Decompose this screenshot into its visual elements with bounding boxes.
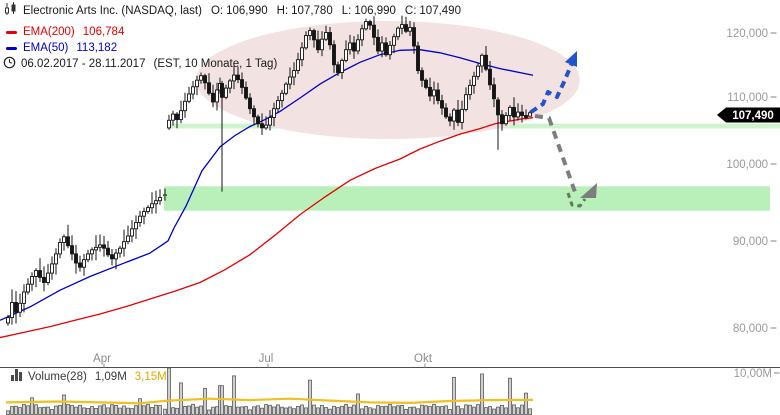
clock-icon (3, 56, 16, 73)
ema200-value: 106,784 (82, 26, 125, 38)
ema200-label: EMA(200) (23, 26, 75, 38)
timeframe: (EST, 10 Monate, 1 Tag) (153, 58, 278, 70)
ema200-line (0, 117, 534, 339)
scenario-arrows (529, 51, 597, 208)
volume-axis-label: 10,00M (734, 368, 772, 380)
ema50-value: 113,182 (76, 42, 118, 54)
support-zone (164, 186, 770, 211)
ema50-legend: EMA(50) 113,182 (6, 42, 117, 55)
candlestick-chart-icon (3, 2, 18, 20)
ema50-line (0, 49, 534, 321)
chart-header: Electronic Arts Inc. (NASDAQ, last) O: 10… (3, 2, 461, 20)
ema200-legend: EMA(200) 106,784 (6, 26, 124, 39)
resistance-ellipse (196, 21, 580, 139)
svg-text:Okt: Okt (414, 353, 433, 365)
volume-current: 1,09M (94, 370, 127, 383)
high-readout: H: 107,780 (276, 4, 333, 17)
ema200-swatch (6, 31, 17, 34)
date-range: 06.02.2017 - 28.11.2017 (21, 58, 146, 70)
symbol-title: Electronic Arts Inc. (NASDAQ, last) (23, 4, 202, 17)
svg-text:Apr: Apr (93, 353, 111, 365)
svg-text:90,000: 90,000 (733, 236, 768, 248)
bullish-arrow (529, 62, 574, 114)
date-range-row: 06.02.2017 - 28.11.2017 (EST, 10 Monate,… (3, 56, 277, 73)
volume-average: 3,15M (134, 370, 167, 383)
bearish-arrow (534, 114, 578, 196)
svg-text:Jul: Jul (259, 353, 274, 365)
bearish-arrowhead (580, 183, 597, 198)
close-readout: C: 107,490 (404, 4, 461, 17)
last-price-tag: 107,490 (717, 107, 780, 123)
volume-ma-line (5, 397, 534, 405)
time-axis: Apr Jul Okt (93, 353, 433, 368)
candles (6, 15, 532, 326)
svg-text:80,000: 80,000 (733, 323, 768, 335)
volume-label: Volume(28) (28, 370, 87, 383)
svg-text:107,490: 107,490 (732, 110, 774, 122)
svg-text:100,000: 100,000 (726, 159, 768, 171)
ema50-swatch (6, 47, 17, 50)
svg-text:120,000: 120,000 (726, 28, 768, 40)
volume-header: Volume(28) 1,09M 3,15M (11, 369, 167, 384)
bullish-arrowhead (565, 51, 577, 67)
price-axis: 120,000 110,000 100,000 90,000 80,000 10,00M (726, 28, 780, 380)
svg-text:110,000: 110,000 (727, 92, 768, 104)
ema50-label: EMA(50) (23, 42, 69, 54)
low-readout: L: 106,990 (341, 4, 396, 17)
open-readout: O: 106,990 (210, 4, 268, 17)
volume-bars-icon (11, 369, 23, 384)
